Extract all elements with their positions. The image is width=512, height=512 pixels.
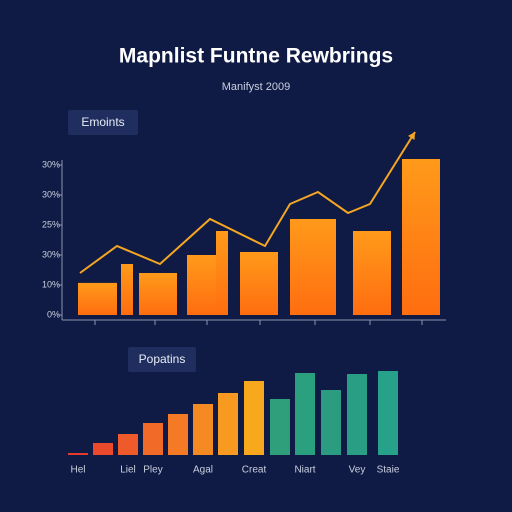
- bar: [168, 414, 188, 455]
- x-tick-label: Niart: [294, 465, 315, 476]
- y-tick-label: 25%: [42, 219, 60, 229]
- y-tick-label: 30%: [42, 249, 60, 259]
- bar: [118, 434, 138, 455]
- bar: [353, 231, 391, 315]
- bar: [216, 231, 228, 315]
- y-tick-label: 10%: [42, 279, 60, 289]
- y-tick-label: 30%: [42, 189, 60, 199]
- y-tick-label: 30%: [42, 159, 60, 169]
- x-tick-marks: [94, 320, 423, 325]
- x-tick-label: Liel: [120, 465, 136, 476]
- bar: [187, 255, 218, 315]
- bar: [378, 371, 398, 455]
- x-tick-label: Vey: [349, 465, 366, 476]
- bar: [295, 373, 315, 455]
- arrow-head: [408, 132, 415, 140]
- bar: [321, 390, 341, 455]
- x-tick-label: Hel: [70, 465, 85, 476]
- bar: [402, 159, 440, 315]
- bar: [347, 374, 367, 455]
- bar: [218, 393, 238, 455]
- x-tick-label: Agal: [193, 465, 213, 476]
- title: Mapnlist Funtne Rewbrings: [119, 45, 393, 68]
- label-box: [128, 347, 196, 372]
- trend-line: [79, 131, 416, 274]
- subtitle: Manifyst 2009: [222, 81, 290, 93]
- x-tick-label: Creat: [242, 465, 267, 476]
- bar: [139, 273, 177, 315]
- bar: [68, 453, 88, 455]
- chart-label: Emoints: [81, 115, 124, 129]
- bar: [78, 282, 117, 315]
- bar: [244, 381, 264, 455]
- x-tick-label: Pley: [143, 465, 162, 476]
- bar: [93, 443, 113, 455]
- y-tick-label: 0%: [47, 309, 60, 319]
- bar: [121, 264, 133, 315]
- bar: [270, 399, 290, 455]
- chart-label: Popatins: [139, 352, 186, 366]
- bar: [240, 252, 278, 315]
- label-box: [68, 110, 138, 135]
- bar: [290, 219, 336, 315]
- bar: [143, 423, 163, 455]
- x-tick-label: Staie: [377, 465, 400, 476]
- bar: [193, 404, 213, 455]
